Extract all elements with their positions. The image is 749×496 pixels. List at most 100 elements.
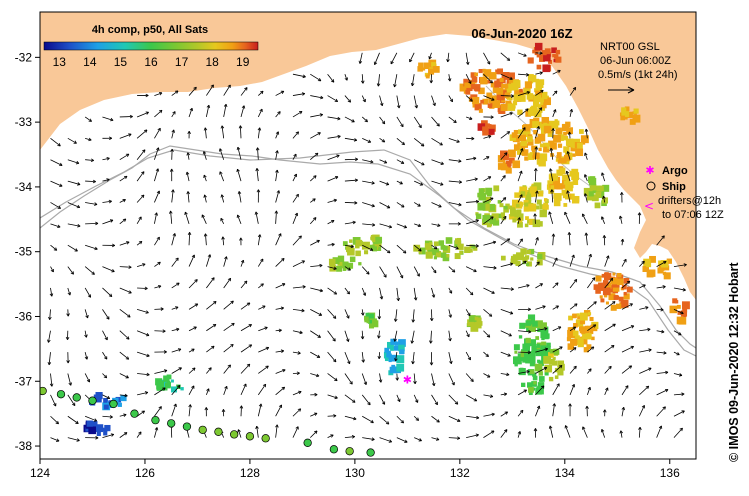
current-arrow [465, 287, 474, 296]
sst-pixel [581, 328, 587, 335]
current-arrow [585, 405, 589, 417]
current-arrow [327, 116, 341, 121]
current-arrow [184, 211, 190, 224]
current-arrow [604, 323, 616, 332]
current-arrow [119, 218, 127, 225]
x-tick-label: 132 [450, 466, 470, 480]
sst-pixel [375, 236, 383, 244]
current-arrow [275, 349, 285, 353]
sst-patch [546, 166, 580, 207]
current-arrow [500, 175, 506, 182]
current-arrow [500, 152, 508, 160]
sst-pixel [539, 209, 547, 218]
current-arrow [327, 414, 337, 418]
current-arrow [362, 415, 374, 424]
current-arrow [219, 148, 225, 160]
drifter-point [303, 438, 312, 447]
current-arrow [500, 73, 513, 80]
current-arrow [275, 257, 285, 267]
sst-pixel [520, 350, 528, 358]
current-arrow [239, 237, 243, 246]
sst-pixel [538, 147, 542, 151]
sst-pixel [573, 323, 578, 328]
sst-pixel [646, 270, 654, 278]
current-arrow [171, 189, 175, 203]
sst-pixel [678, 317, 687, 325]
sst-pixel [663, 272, 671, 280]
current-arrow [533, 428, 538, 438]
sst-pixel [541, 50, 547, 56]
sst-pixel [366, 320, 370, 324]
current-arrow [396, 138, 405, 146]
sst-pixel [543, 146, 548, 151]
current-arrow [431, 137, 443, 146]
current-arrow [483, 156, 490, 161]
current-arrow [535, 89, 544, 96]
current-arrow [344, 178, 359, 183]
sst-pixel [537, 359, 541, 363]
sst-pixel [539, 56, 545, 62]
current-arrow [85, 158, 94, 163]
sst-pixel [564, 193, 571, 200]
current-arrow [256, 189, 261, 203]
sst-pixel [471, 76, 478, 83]
current-arrow [188, 404, 192, 417]
sst-pixel [496, 92, 505, 101]
drifter-point [245, 432, 255, 441]
sst-pixel [544, 123, 549, 129]
sst-pixel [513, 94, 521, 102]
sst-pixel [478, 108, 483, 113]
current-arrow [483, 412, 495, 417]
sst-pixel [539, 153, 548, 162]
current-arrow [136, 129, 148, 139]
current-arrow [551, 233, 556, 246]
current-arrow [552, 365, 563, 374]
sst-patch [504, 74, 551, 118]
sst-pixel [601, 273, 606, 278]
current-arrow [448, 415, 461, 422]
sst-pixel [563, 131, 567, 136]
sst-pixel [103, 431, 108, 436]
current-arrow [656, 406, 666, 417]
current-arrow [154, 427, 159, 438]
current-arrow [500, 429, 508, 438]
current-arrow [411, 352, 415, 365]
current-arrow [394, 352, 398, 362]
sst-pixel [117, 402, 122, 407]
sst-pixel [477, 123, 486, 131]
current-arrow [136, 431, 142, 438]
sst-pixel [553, 123, 559, 129]
current-arrow [275, 404, 283, 417]
current-arrow [393, 74, 398, 88]
current-arrow [171, 233, 177, 246]
current-arrow [448, 287, 453, 294]
sst-pixel [95, 392, 103, 400]
sst-pixel [534, 363, 543, 372]
current-arrow [396, 244, 407, 254]
drifter-point [182, 422, 192, 431]
sst-pixel [599, 295, 603, 299]
current-arrow [500, 111, 513, 118]
sst-pixel [557, 143, 563, 148]
sst-pixel [511, 82, 519, 91]
sst-pixel [390, 347, 394, 351]
sst-pixel [511, 132, 518, 138]
colorbar-title: 4h comp, p50, All Sats [92, 24, 208, 36]
sst-pixel [417, 66, 423, 72]
sst-pixel [524, 202, 532, 210]
sst-pixel [535, 90, 542, 98]
current-arrow [621, 345, 634, 353]
current-arrow [223, 256, 228, 267]
sst-pixel [626, 286, 633, 293]
current-arrow [448, 394, 459, 405]
current-arrow [414, 180, 424, 186]
sst-pixel [454, 238, 461, 245]
sst-pixel [541, 341, 547, 347]
sst-pixel [664, 265, 670, 271]
sst-pixel [623, 277, 630, 284]
current-arrow [310, 95, 324, 100]
current-arrow [171, 384, 181, 396]
current-arrow [84, 287, 92, 298]
current-arrow [344, 157, 359, 162]
sst-pixel [476, 317, 482, 323]
